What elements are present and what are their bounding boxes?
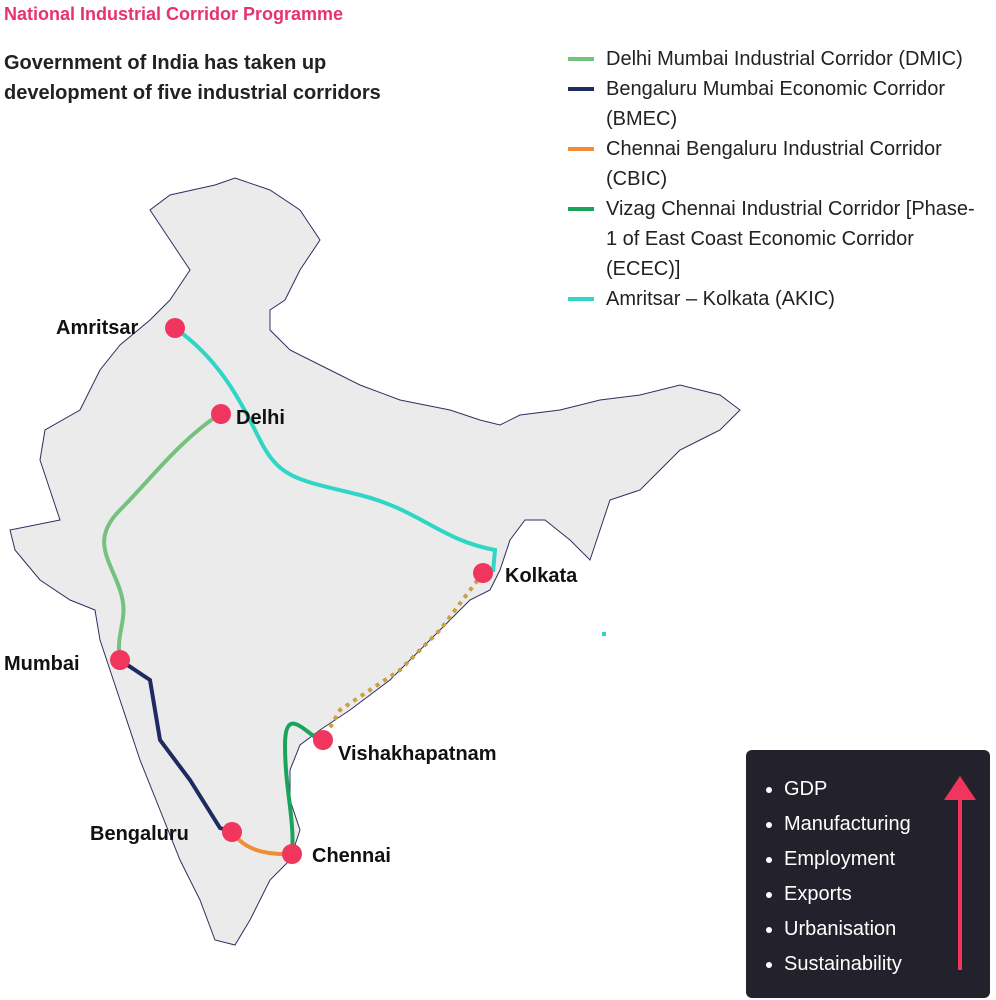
city-dot <box>110 650 130 670</box>
subtitle: Government of India has taken up develop… <box>4 52 381 104</box>
benefit-item: Sustainability <box>784 947 990 982</box>
city-dot <box>165 318 185 338</box>
benefits-box: GDPManufacturingEmploymentExportsUrbanis… <box>746 750 990 998</box>
up-arrow <box>944 776 976 970</box>
island-dot <box>602 632 606 636</box>
city-dot <box>282 844 302 864</box>
city-dot <box>211 404 231 424</box>
legend-swatch <box>568 87 594 91</box>
city-label: Mumbai <box>4 653 80 675</box>
legend-item: Amritsar – Kolkata (AKIC) <box>568 284 978 314</box>
city-label: Chennai <box>312 845 391 867</box>
benefit-item: Employment <box>784 842 990 877</box>
benefit-item: Manufacturing <box>784 807 990 842</box>
corridor-vcic <box>282 721 324 855</box>
legend-swatch <box>568 207 594 211</box>
benefit-item: GDP <box>784 772 990 807</box>
legend: Delhi Mumbai Industrial Corridor (DMIC) B… <box>568 44 978 314</box>
legend-swatch <box>568 57 594 61</box>
legend-item: Vizag Chennai Industrial Corridor [Phase… <box>568 194 978 284</box>
legend-item: Delhi Mumbai Industrial Corridor (DMIC) <box>568 44 978 74</box>
legend-swatch <box>568 147 594 151</box>
city-dots <box>110 318 493 864</box>
legend-label: Vizag Chennai Industrial Corridor [Phase… <box>606 198 975 280</box>
benefit-item: Urbanisation <box>784 912 990 947</box>
corridor-akic <box>173 326 498 573</box>
india-outline <box>9 177 741 946</box>
city-label: Vishakhapatnam <box>338 743 497 765</box>
legend-label: Amritsar – Kolkata (AKIC) <box>606 288 835 310</box>
city-dot <box>313 730 333 750</box>
legend-label: Delhi Mumbai Industrial Corridor (DMIC) <box>606 48 963 70</box>
corridor-bmec <box>118 658 233 834</box>
city-dot <box>473 563 493 583</box>
legend-label: Chennai Bengaluru Industrial Corridor (C… <box>606 138 942 190</box>
benefit-item: Exports <box>784 877 990 912</box>
city-label: Kolkata <box>505 565 578 587</box>
legend-item: Chennai Bengaluru Industrial Corridor (C… <box>568 134 978 194</box>
title: National Industrial Corridor Programme <box>4 4 344 24</box>
legend-swatch <box>568 297 594 301</box>
corridor-dmic <box>102 412 222 661</box>
legend-label: Bengaluru Mumbai Economic Corridor (BMEC… <box>606 78 946 130</box>
city-label: Bengaluru <box>90 823 189 845</box>
city-dot <box>222 822 242 842</box>
corridor-dotted <box>321 571 485 741</box>
city-label: Amritsar <box>56 317 138 339</box>
city-label: Delhi <box>236 407 285 429</box>
benefit-list: GDPManufacturingEmploymentExportsUrbanis… <box>746 772 990 982</box>
legend-item: Bengaluru Mumbai Economic Corridor (BMEC… <box>568 74 978 134</box>
